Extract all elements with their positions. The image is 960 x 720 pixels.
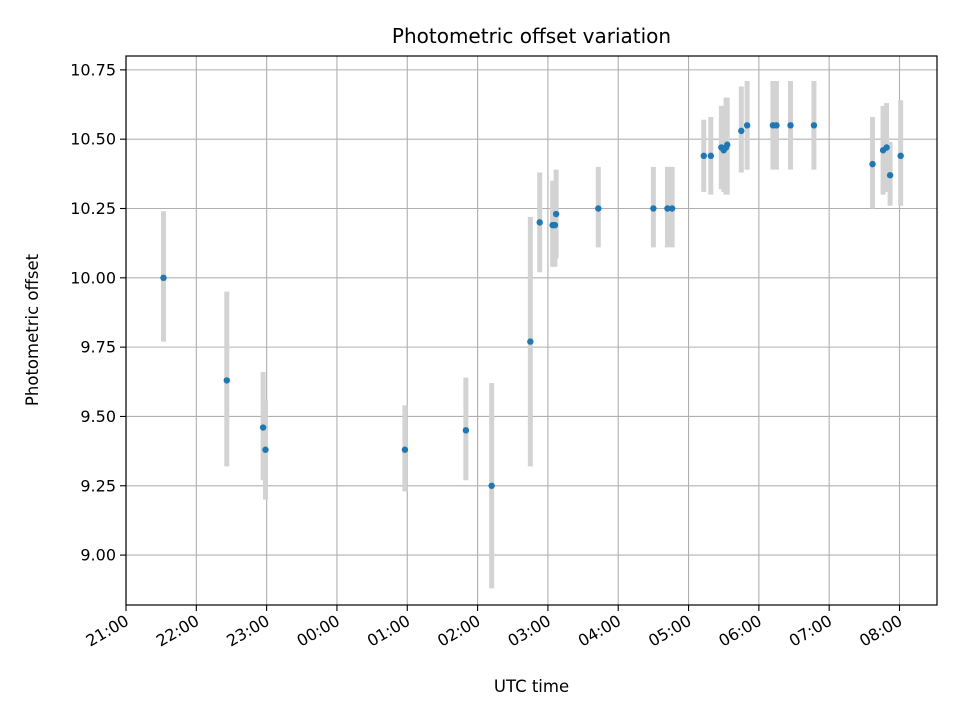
data-point [810,122,818,129]
point-layer [160,122,904,489]
data-point [259,424,267,431]
y-tick-label: 10.25 [70,199,116,218]
x-tick-label: 04:00 [575,611,624,651]
data-point [527,338,534,345]
data-point [462,427,470,434]
x-tick-label: 23:00 [223,611,272,651]
y-tick-label: 9.75 [80,338,116,357]
errorbar-layer [161,80,904,589]
data-point [700,152,707,160]
data-point [724,141,731,148]
x-tick-label: 02:00 [434,611,483,651]
data-point [883,144,890,151]
data-point [668,205,676,212]
data-point [738,127,745,135]
data-point [401,446,409,453]
x-tick-label: 07:00 [786,611,835,651]
data-point [595,205,602,212]
x-tick-label: 05:00 [645,611,694,651]
data-point [551,221,559,229]
y-axis-label: Photometric offset [23,253,42,406]
data-point [664,205,671,212]
tick-layer: 21:00 22:00 23:00 00:00 01:00 02:00 03:00 04:00… [70,60,905,650]
y-tick-label: 10.50 [70,130,116,149]
x-tick-label: 06:00 [715,611,764,651]
data-point [160,274,167,282]
data-point [773,122,780,129]
data-point [536,219,543,226]
plot-frame [125,55,938,606]
data-point [707,152,715,160]
y-tick-label: 9.00 [80,546,116,565]
chart-title: Photometric offset variation [392,24,671,48]
data-point [552,210,560,218]
y-tick-label: 10.00 [70,268,116,287]
data-point [869,160,876,168]
data-point [223,377,230,384]
data-point [743,122,751,129]
x-tick-label: 21:00 [83,611,132,651]
x-tick-label: 01:00 [364,611,413,651]
data-point [886,172,894,179]
x-tick-label: 08:00 [856,611,905,651]
data-point [262,446,269,453]
y-tick-label: 9.50 [80,407,116,426]
data-point [897,152,904,160]
x-axis-label: UTC time [494,677,569,696]
x-tick-label: 03:00 [504,611,553,651]
y-tick-label: 10.75 [70,60,116,79]
data-point [650,205,657,212]
y-tick-label: 9.25 [80,476,116,495]
data-point [787,122,794,129]
x-tick-label: 22:00 [153,611,202,651]
data-point [488,482,495,489]
x-tick-label: 00:00 [294,611,343,651]
